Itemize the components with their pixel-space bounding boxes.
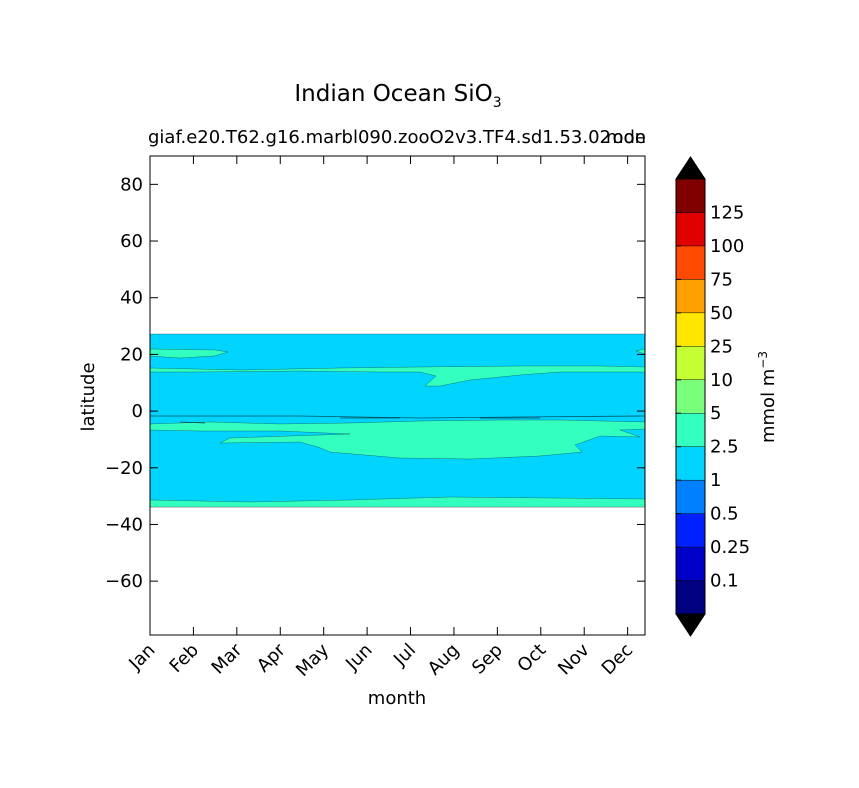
colorbar-level-label: 1: [710, 470, 721, 491]
y-tick-label: −40: [105, 514, 143, 535]
colorbar-segment: [675, 413, 706, 447]
y-tick-label: 20: [120, 344, 143, 365]
colorbar-level-label: 0.1: [710, 571, 739, 592]
colorbar: 0.1 0.25 0.5 1 2.5 5 10 25 50 75 100 125: [675, 156, 750, 637]
colorbar-level-label: 2.5: [710, 437, 739, 458]
x-tick-label: Mar: [208, 639, 247, 678]
y-axis-label: latitude: [78, 362, 99, 431]
colorbar-segment: [675, 279, 706, 314]
colorbar-label-main: mmol m: [758, 369, 779, 443]
colorbar-segment: [675, 346, 706, 380]
chart-subtitle-right-2: ode: [612, 127, 646, 148]
contour-jan-patch: [150, 348, 229, 359]
colorbar-segment: [675, 178, 706, 213]
x-tick-label: May: [292, 639, 333, 680]
colorbar-segment: [675, 245, 706, 280]
colorbar-level-label: 25: [710, 336, 733, 357]
x-tick-label: Jan: [124, 640, 159, 675]
y-tick-label: 40: [120, 288, 143, 309]
chart-subtitle-right: mon: [606, 127, 646, 148]
x-tick-label: Jun: [341, 640, 376, 675]
colorbar-level-label: 0.25: [710, 537, 750, 558]
x-tick-label: Jul: [389, 640, 420, 671]
contour-tropical-north: [150, 365, 645, 387]
chart-title-sub: 3: [493, 95, 502, 111]
colorbar-segment: [675, 479, 706, 514]
colorbar-label-sup: −3: [756, 351, 770, 369]
x-tick-label: Feb: [166, 640, 203, 677]
colorbar-label: mmol m−3: [756, 351, 779, 443]
colorbar-under-extension: [675, 613, 706, 637]
colorbar-segment: [675, 513, 706, 548]
colorbar-segment: [675, 312, 706, 347]
plot-frame: [149, 155, 646, 636]
y-tick-label: 80: [120, 174, 143, 195]
y-tick-label: −60: [105, 571, 143, 592]
colorbar-level-label: 50: [710, 303, 733, 324]
contour-line-equator: [150, 415, 645, 419]
colorbar-level-label: 75: [710, 269, 733, 290]
contour-south-equatorial: [150, 419, 645, 460]
chart-title-main: Indian Ocean SiO: [294, 81, 492, 107]
chart-subtitle-left: giaf.e20.T62.g16.marbl090.zooO2v3.TF4.sd…: [148, 127, 611, 148]
colorbar-level-label: 10: [710, 370, 733, 391]
colorbar-over-extension: [675, 156, 706, 180]
y-tick-label: 60: [120, 231, 143, 252]
contour-line-south: [179, 417, 540, 424]
y-axis: 80 60 40 20 0 −20 −40 −60: [105, 174, 645, 592]
colorbar-segment: [675, 580, 706, 615]
contour-dec-patch: [635, 348, 645, 355]
y-tick-label: −20: [105, 458, 143, 479]
contour-south-edge: [150, 496, 645, 508]
colorbar-frame: [675, 178, 706, 615]
x-tick-label: Aug: [424, 640, 464, 680]
colorbar-segment: [675, 446, 706, 481]
colorbar-level-label: 100: [710, 236, 744, 257]
colorbar-level-label: 5: [710, 403, 721, 424]
colorbar-level-label: 125: [710, 202, 744, 223]
x-tick-label: Sep: [468, 640, 507, 679]
x-axis-label: month: [368, 688, 426, 709]
x-tick-label: Apr: [253, 639, 290, 676]
chart-title: Indian Ocean SiO3: [294, 81, 501, 111]
x-tick-label: Dec: [598, 640, 637, 679]
x-tick-label: Oct: [513, 640, 550, 677]
y-tick-label: 0: [132, 401, 143, 422]
colorbar-segment: [675, 546, 706, 581]
contour-fields: [150, 333, 645, 508]
x-tick-label: Nov: [554, 639, 594, 679]
colorbar-level-label: 0.5: [710, 504, 739, 525]
colorbar-segment: [675, 212, 706, 247]
colorbar-segment: [675, 379, 706, 414]
